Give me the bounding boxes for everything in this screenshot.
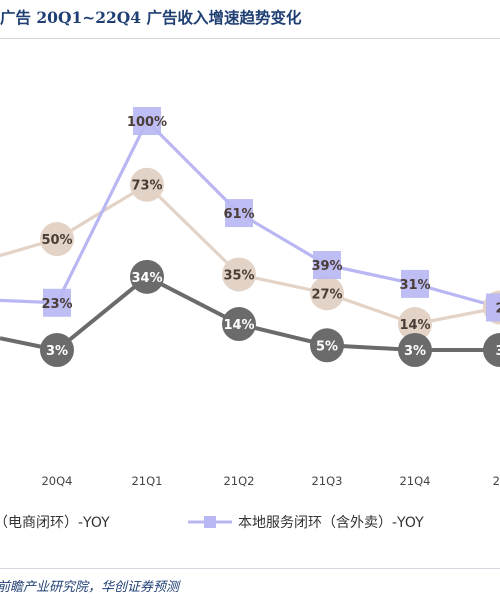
data-label-2-2: 61% [223,207,254,222]
marker-1-4 [398,307,432,342]
line-chart: 50%73%35%27%14%223%100%61%39%31%23%34%14… [0,107,500,531]
marker-1-0 [40,222,74,257]
x-tick-label-4: 21Q4 [399,474,430,488]
marker-2-1 [133,107,161,135]
marker-1-2 [222,257,256,292]
legend-marker-2 [204,516,216,528]
x-tick-label-0: 20Q4 [41,474,72,488]
x-tick-label-1: 21Q1 [131,474,162,488]
title-divider [0,38,500,39]
marker-1-3 [310,276,344,311]
data-label-2-5: 2 [495,302,500,317]
marker-0-0 [40,333,74,367]
data-label-1-4: 14% [399,318,430,333]
marker-2-0 [43,288,71,317]
chart-source: 前瞻产业研究院，华创证券预测 [0,580,180,595]
marker-0-1 [130,259,164,294]
marker-1-1 [130,167,164,202]
marker-0-3 [310,328,344,363]
data-label-0-4: 3% [404,344,426,359]
marker-2-2 [225,199,253,228]
data-label-2-3: 39% [311,259,342,274]
source-divider [0,568,500,569]
legend-label-0: （电商闭环）-YOY [0,515,110,531]
data-label-1-1: 73% [131,179,162,194]
chart-title: 广告 20Q1~22Q4 广告收入增速趋势变化 [0,8,302,27]
x-tick-label-2: 21Q2 [223,474,254,488]
data-label-2-0: 23% [41,297,72,312]
data-label-1-2: 35% [223,268,254,283]
marker-2-5 [486,293,500,322]
legend-label-2: 本地服务闭环（含外卖）-YOY [238,515,424,531]
data-label-1-3: 27% [311,287,342,302]
data-label-2-4: 31% [399,278,430,293]
marker-2-3 [313,251,341,280]
data-label-0-3: 5% [316,339,338,354]
data-label-2-1: 100% [127,115,167,130]
data-label-1-0: 50% [41,233,72,248]
data-label-0-5: 3 [495,344,500,359]
x-tick-label-5: 22 [493,474,500,488]
data-label-0-2: 14% [223,318,254,333]
data-label-0-1: 34% [131,271,162,286]
x-tick-label-3: 21Q3 [311,474,342,488]
marker-0-4 [398,333,432,367]
marker-0-2 [222,307,256,342]
data-label-0-0: 3% [46,344,68,359]
marker-2-4 [401,269,429,298]
marker-0-5 [483,333,500,367]
